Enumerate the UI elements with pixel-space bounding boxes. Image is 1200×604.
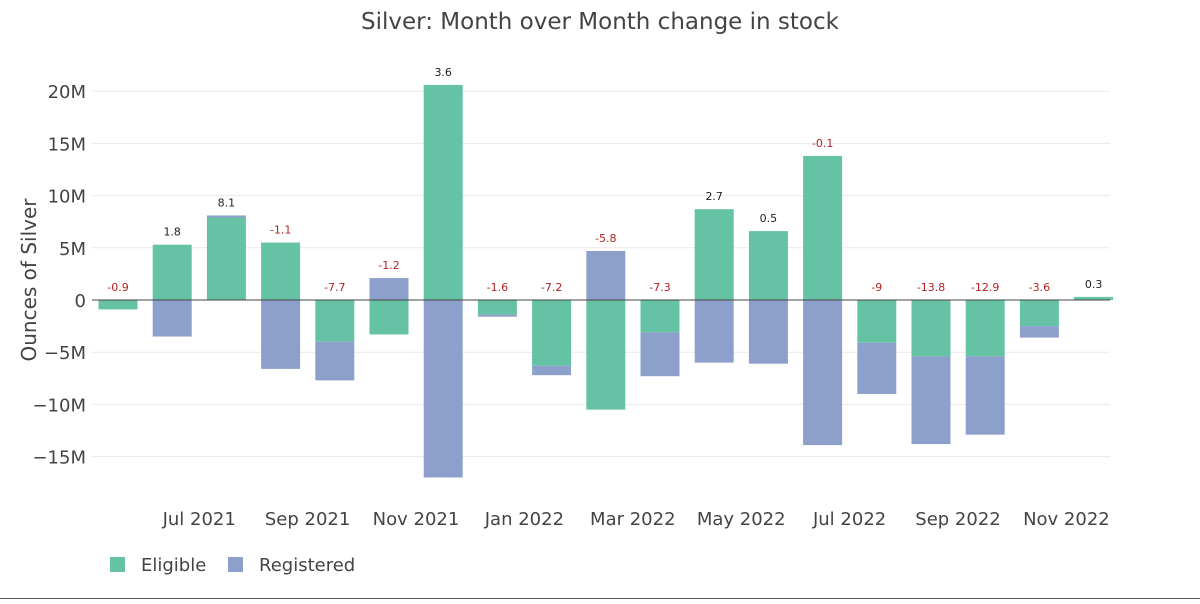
- bar-registered: [315, 341, 355, 381]
- chart-title: Silver: Month over Month change in stock: [361, 9, 840, 35]
- bar-registered: [261, 300, 301, 369]
- total-label: -1.2: [378, 259, 399, 272]
- bar-registered: [748, 300, 788, 364]
- bar-eligible: [1074, 296, 1114, 300]
- x-tick-label: Sep 2022: [915, 509, 1000, 530]
- total-label: -13.8: [917, 281, 945, 294]
- legend-swatch-eligible: [110, 557, 125, 572]
- legend: Eligible Registered: [110, 555, 355, 576]
- bar-eligible: [206, 217, 246, 300]
- bar-registered: [911, 356, 951, 445]
- bar-eligible: [965, 300, 1005, 357]
- bar-registered: [694, 300, 734, 363]
- bar-eligible: [640, 300, 680, 333]
- bar-registered: [586, 250, 626, 300]
- y-tick-label: −10M: [32, 395, 86, 416]
- y-axis-ticks: 20M 15M 10M 5M 0 −5M −10M −15M: [32, 82, 86, 468]
- total-label: 1.8: [163, 226, 181, 239]
- total-label: -5.8: [595, 232, 616, 245]
- total-label: -0.1: [812, 137, 833, 150]
- y-tick-label: 5M: [59, 239, 86, 260]
- y-tick-label: 20M: [48, 82, 86, 103]
- x-tick-label: Jul 2021: [162, 509, 236, 530]
- bar-registered: [1019, 326, 1059, 338]
- total-label: 2.7: [705, 190, 723, 203]
- bar-eligible: [532, 300, 572, 366]
- total-label: 0.5: [760, 212, 778, 225]
- legend-swatch-registered: [228, 557, 243, 572]
- bar-registered: [206, 215, 246, 218]
- total-label: -9: [871, 281, 882, 294]
- total-label: 3.6: [434, 66, 452, 79]
- y-axis-title: Ounces of Silver: [17, 198, 41, 362]
- bar-eligible: [369, 300, 409, 335]
- bar-registered: [369, 278, 409, 300]
- bars: [98, 84, 1114, 478]
- bar-eligible: [694, 209, 734, 300]
- bar-eligible: [803, 155, 843, 300]
- bar-registered: [640, 332, 680, 377]
- total-label: -12.9: [971, 281, 999, 294]
- y-tick-label: 0: [75, 291, 86, 312]
- bar-eligible: [857, 300, 897, 343]
- bar-eligible: [477, 300, 517, 315]
- x-tick-label: Nov 2022: [1023, 509, 1110, 530]
- x-tick-label: Jul 2022: [812, 509, 886, 530]
- total-label: -7.2: [541, 281, 562, 294]
- bar-registered: [965, 356, 1005, 435]
- bar-eligible: [423, 84, 463, 300]
- bar-eligible: [1019, 300, 1059, 327]
- total-label: -1.1: [270, 224, 291, 237]
- total-label: -7.7: [324, 281, 345, 294]
- total-label: 8.1: [218, 196, 236, 209]
- total-label: -3.6: [1029, 281, 1050, 294]
- x-tick-label: May 2022: [697, 509, 786, 530]
- y-tick-label: −5M: [44, 343, 86, 364]
- legend-label-registered: Registered: [259, 555, 355, 576]
- bar-eligible: [315, 300, 355, 342]
- x-tick-label: Nov 2021: [373, 509, 460, 530]
- bar-registered: [423, 300, 463, 478]
- bar-eligible: [911, 300, 951, 357]
- total-label: -0.9: [107, 281, 128, 294]
- bar-eligible: [586, 300, 626, 410]
- x-tick-label: Mar 2022: [590, 509, 676, 530]
- bar-eligible: [98, 300, 138, 310]
- bar-eligible: [261, 242, 301, 300]
- bar-registered: [857, 342, 897, 394]
- bar-eligible: [748, 231, 788, 300]
- x-tick-label: Sep 2021: [265, 509, 350, 530]
- bar-registered: [152, 300, 192, 337]
- total-labels: -0.9 1.8 8.1 -1.1 -7.7 -1.2 3.6 -1.6 -7.2 -5.8 -7.…: [107, 66, 1102, 294]
- bar-registered: [532, 365, 572, 376]
- total-label: -1.6: [487, 281, 508, 294]
- total-label: 0.3: [1085, 278, 1103, 291]
- y-tick-label: 10M: [48, 187, 86, 208]
- bar-registered: [477, 314, 517, 317]
- x-axis-ticks: Jul 2021 Sep 2021 Nov 2021 Jan 2022 Mar 2022…: [162, 509, 1110, 530]
- y-tick-label: −15M: [32, 448, 86, 469]
- total-label: -7.3: [649, 281, 670, 294]
- x-tick-label: Jan 2022: [484, 509, 564, 530]
- legend-label-eligible: Eligible: [141, 555, 206, 576]
- bar-registered: [803, 300, 843, 446]
- y-tick-label: 15M: [48, 134, 86, 155]
- bar-eligible: [152, 244, 192, 300]
